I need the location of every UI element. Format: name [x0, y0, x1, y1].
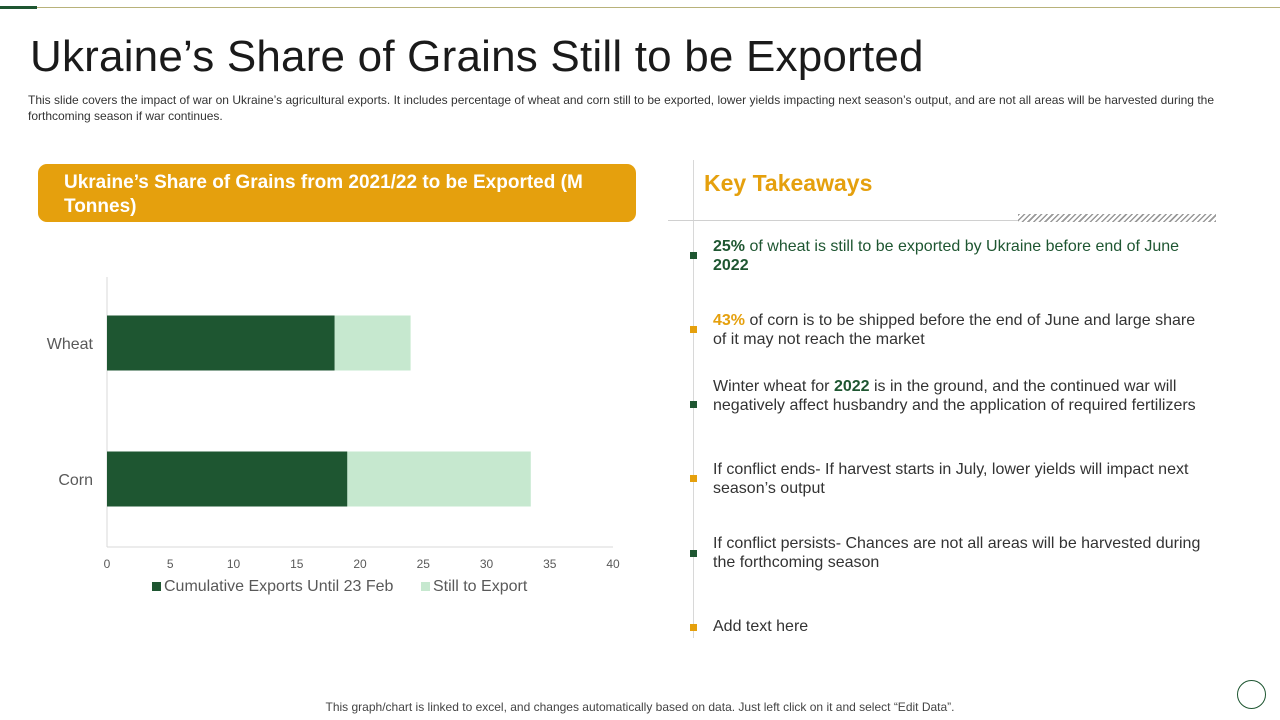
- category-label-wheat: Wheat: [47, 336, 94, 353]
- key-takeaways-rule: [668, 220, 1020, 221]
- takeaway-item-4: If conflict ends- If harvest starts in J…: [713, 460, 1203, 498]
- slide-title: Ukraine’s Share of Grains Still to be Ex…: [30, 32, 924, 81]
- legend-label-2: Still to Export: [433, 578, 528, 595]
- x-tick-label: 5: [167, 557, 174, 571]
- circle-icon[interactable]: [1237, 680, 1266, 709]
- key-takeaways-title: Key Takeaways: [704, 170, 873, 196]
- bar-corn-still-to-export: [347, 451, 531, 507]
- bullet-marker-6: [690, 624, 697, 631]
- takeaway-1-highlight2: 2022: [713, 257, 749, 274]
- top-accent-bar: [0, 6, 37, 9]
- category-label-corn: Corn: [58, 472, 93, 489]
- takeaway-2-text: of corn is to be shipped before the end …: [713, 312, 1196, 348]
- x-tick-label: 15: [290, 557, 304, 571]
- takeaway-item-6: Add text here: [713, 617, 1203, 636]
- top-rule: [0, 7, 1280, 8]
- x-tick-label: 40: [606, 557, 620, 571]
- x-tick-label: 0: [104, 557, 111, 571]
- bar-wheat-cumulative: [107, 315, 335, 371]
- takeaway-1-text: of wheat is still to be exported by Ukra…: [745, 238, 1180, 255]
- takeaway-item-3: Winter wheat for 2022 is in the ground, …: [713, 377, 1203, 415]
- takeaway-6-text: Add text here: [713, 618, 809, 635]
- legend-swatch-2: [421, 582, 430, 591]
- slide-subtitle: This slide covers the impact of war on U…: [28, 93, 1214, 123]
- chart-header: Ukraine’s Share of Grains from 2021/22 t…: [38, 164, 636, 222]
- takeaway-4-text: If conflict ends- If harvest starts in J…: [713, 461, 1189, 497]
- takeaway-5-text: If conflict persists- Chances are not al…: [713, 535, 1201, 571]
- legend-label-1: Cumulative Exports Until 23 Feb: [164, 578, 394, 595]
- vertical-divider: [693, 160, 694, 638]
- bar-wheat-still-to-export: [334, 315, 411, 371]
- x-tick-label: 35: [543, 557, 557, 571]
- x-tick-label: 10: [227, 557, 241, 571]
- takeaway-item-1: 25% of wheat is still to be exported by …: [713, 237, 1203, 275]
- bullet-marker-2: [690, 326, 697, 333]
- bullet-marker-5: [690, 550, 697, 557]
- footer-note: This graph/chart is linked to excel, and…: [325, 700, 955, 714]
- legend-swatch-1: [152, 582, 161, 591]
- hatch-decoration: [1018, 214, 1216, 222]
- takeaway-3-text: is in the ground, and the continued war …: [713, 378, 1196, 414]
- bullet-marker-3: [690, 401, 697, 408]
- takeaway-3-pre: Winter wheat for: [713, 378, 834, 395]
- takeaway-2-highlight: 43%: [713, 312, 746, 329]
- stacked-bar-chart[interactable]: Wheat Corn 0 5 10 15 20 25 30 35 40 Cumulative Expo…: [0, 260, 660, 620]
- x-tick-label: 30: [480, 557, 494, 571]
- x-tick-label: 25: [417, 557, 431, 571]
- takeaway-item-5: If conflict persists- Chances are not al…: [713, 534, 1203, 572]
- bullet-marker-4: [690, 475, 697, 482]
- takeaway-item-2: 43% of corn is to be shipped before the …: [713, 311, 1203, 349]
- takeaway-1-highlight: 25%: [713, 238, 746, 255]
- takeaway-3-highlight: 2022: [833, 378, 870, 395]
- bar-corn-cumulative: [107, 451, 348, 507]
- bullet-marker-1: [690, 252, 697, 259]
- x-tick-label: 20: [353, 557, 367, 571]
